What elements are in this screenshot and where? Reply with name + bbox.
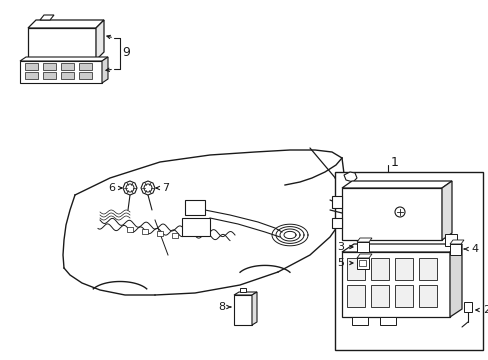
Polygon shape	[40, 15, 54, 20]
Bar	[356, 242, 368, 252]
Polygon shape	[123, 181, 137, 195]
Bar	[127, 227, 133, 232]
Bar	[28, 28, 96, 60]
Bar	[43, 72, 56, 79]
Bar	[444, 234, 456, 246]
Text: 7: 7	[162, 183, 169, 193]
Polygon shape	[356, 254, 371, 258]
Bar	[370, 258, 388, 280]
Bar	[331, 196, 341, 208]
Polygon shape	[449, 240, 463, 244]
Bar	[346, 285, 364, 307]
Polygon shape	[341, 244, 461, 252]
Polygon shape	[343, 172, 356, 182]
Bar	[234, 295, 251, 325]
Text: 5: 5	[336, 258, 343, 268]
Bar	[341, 188, 441, 240]
Polygon shape	[102, 57, 108, 83]
Bar	[142, 229, 148, 234]
Bar	[379, 317, 395, 325]
Bar	[61, 72, 74, 79]
Polygon shape	[449, 244, 461, 317]
Text: 9: 9	[122, 46, 130, 59]
Polygon shape	[234, 292, 257, 295]
Bar	[172, 233, 178, 238]
Text: 2: 2	[482, 305, 488, 315]
Text: 8: 8	[218, 302, 225, 312]
Bar	[240, 288, 245, 292]
Bar	[334, 172, 482, 350]
Bar	[182, 218, 209, 236]
Bar	[341, 252, 449, 317]
Bar	[394, 258, 412, 280]
Bar	[79, 72, 92, 79]
Polygon shape	[28, 20, 104, 28]
Text: 1: 1	[390, 156, 398, 168]
Bar	[346, 258, 364, 280]
Polygon shape	[96, 20, 104, 60]
Bar	[418, 285, 436, 307]
Bar	[157, 231, 163, 236]
Bar	[25, 72, 38, 79]
Polygon shape	[141, 181, 155, 195]
Bar	[356, 258, 368, 269]
Bar	[463, 302, 471, 312]
Bar	[331, 218, 341, 228]
Bar	[25, 63, 38, 70]
Bar	[370, 285, 388, 307]
Text: 4: 4	[470, 244, 477, 254]
Bar	[449, 244, 460, 255]
Polygon shape	[20, 57, 108, 61]
Polygon shape	[441, 181, 451, 240]
Polygon shape	[356, 238, 371, 242]
Text: 6: 6	[108, 183, 115, 193]
Bar	[394, 285, 412, 307]
Bar	[61, 63, 74, 70]
Text: 3: 3	[336, 242, 343, 252]
Bar	[351, 317, 367, 325]
Polygon shape	[341, 181, 451, 188]
Bar	[184, 200, 204, 215]
Polygon shape	[251, 292, 257, 325]
Bar	[20, 61, 102, 83]
Bar	[358, 260, 365, 266]
Bar	[418, 258, 436, 280]
Bar	[43, 63, 56, 70]
Bar	[79, 63, 92, 70]
